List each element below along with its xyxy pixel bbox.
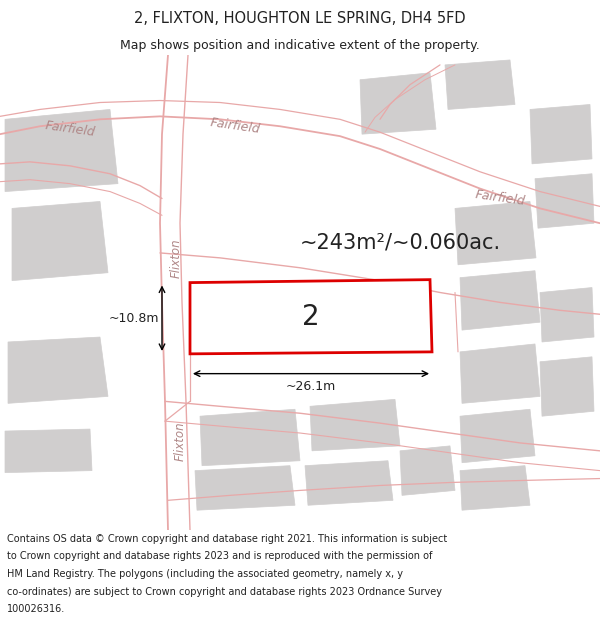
- Text: Map shows position and indicative extent of the property.: Map shows position and indicative extent…: [120, 39, 480, 51]
- Polygon shape: [445, 60, 515, 109]
- Polygon shape: [535, 174, 594, 228]
- Polygon shape: [310, 399, 400, 451]
- Polygon shape: [8, 337, 108, 403]
- Polygon shape: [530, 104, 592, 164]
- Text: ~243m²/~0.060ac.: ~243m²/~0.060ac.: [300, 233, 501, 253]
- Text: Contains OS data © Crown copyright and database right 2021. This information is : Contains OS data © Crown copyright and d…: [7, 534, 448, 544]
- Text: Fairfield: Fairfield: [474, 189, 526, 209]
- Polygon shape: [540, 357, 594, 416]
- Polygon shape: [12, 201, 108, 281]
- Text: Flixton: Flixton: [173, 421, 187, 461]
- Text: to Crown copyright and database rights 2023 and is reproduced with the permissio: to Crown copyright and database rights 2…: [7, 551, 433, 561]
- Polygon shape: [460, 344, 540, 403]
- Polygon shape: [200, 409, 300, 466]
- Polygon shape: [5, 109, 118, 191]
- Text: Fairfield: Fairfield: [44, 119, 96, 139]
- Text: Fairfield: Fairfield: [209, 116, 261, 136]
- Polygon shape: [540, 288, 594, 342]
- Polygon shape: [195, 466, 295, 510]
- Text: ~26.1m: ~26.1m: [286, 379, 336, 392]
- Text: HM Land Registry. The polygons (including the associated geometry, namely x, y: HM Land Registry. The polygons (includin…: [7, 569, 403, 579]
- Polygon shape: [460, 409, 535, 462]
- Polygon shape: [460, 466, 530, 510]
- Text: Flixton: Flixton: [170, 238, 182, 278]
- Polygon shape: [400, 446, 455, 496]
- Text: ~10.8m: ~10.8m: [109, 312, 159, 325]
- Polygon shape: [460, 271, 540, 330]
- Text: 2: 2: [302, 302, 320, 331]
- Text: 2, FLIXTON, HOUGHTON LE SPRING, DH4 5FD: 2, FLIXTON, HOUGHTON LE SPRING, DH4 5FD: [134, 11, 466, 26]
- Polygon shape: [360, 72, 436, 134]
- Text: co-ordinates) are subject to Crown copyright and database rights 2023 Ordnance S: co-ordinates) are subject to Crown copyr…: [7, 586, 442, 596]
- Text: 100026316.: 100026316.: [7, 604, 65, 614]
- Polygon shape: [190, 279, 432, 354]
- Polygon shape: [455, 201, 536, 265]
- Polygon shape: [5, 429, 92, 472]
- Polygon shape: [305, 461, 393, 505]
